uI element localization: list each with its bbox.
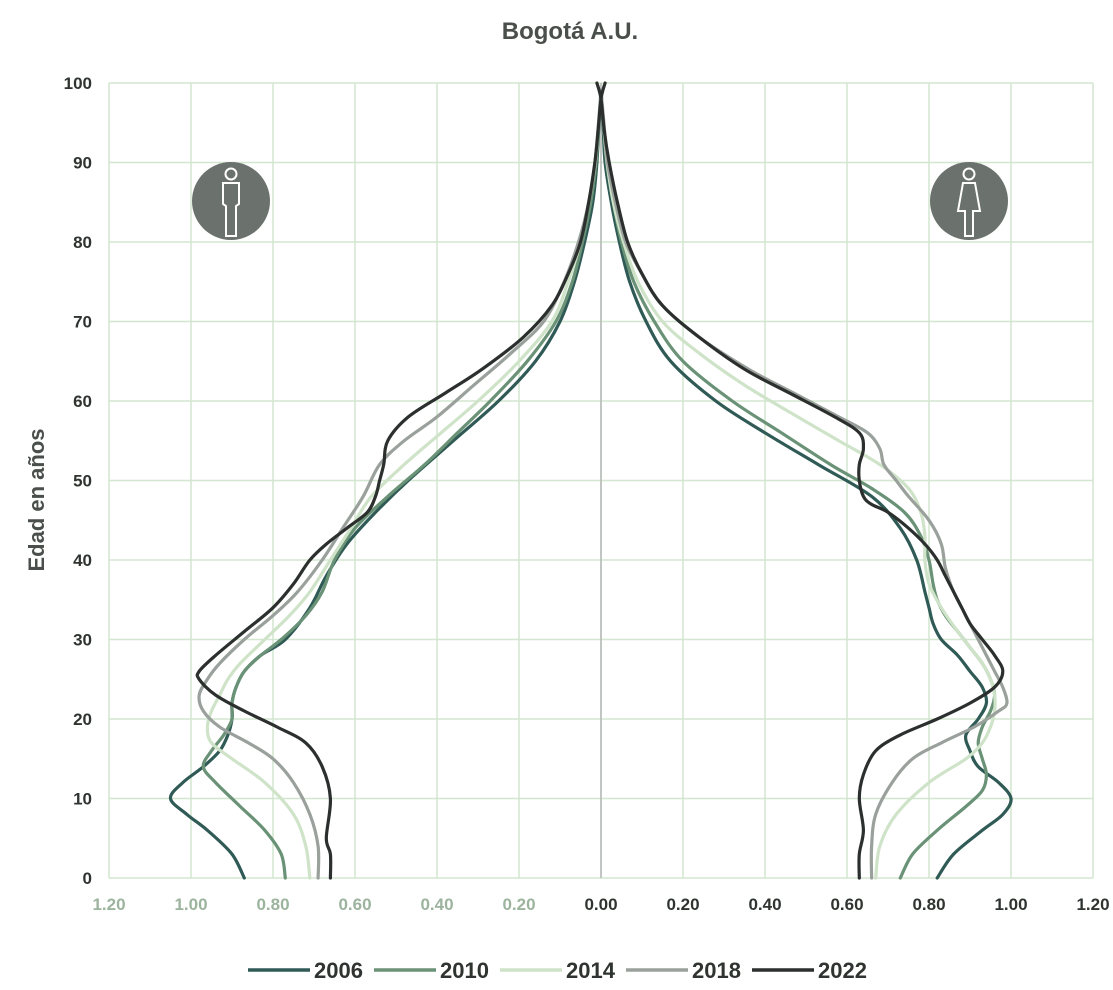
chart-title: Bogotá A.U. [502,18,638,45]
legend-label-2014: 2014 [566,958,616,983]
series-line-2022-female [595,81,1005,880]
x-tick-label: 1.20 [1076,895,1109,914]
x-tick-label: 0.40 [748,895,781,914]
y-tick-label: 30 [73,631,92,650]
male-person-icon [192,162,270,240]
y-tick-label: 90 [73,154,92,173]
legend-label-2022: 2022 [818,958,867,983]
y-tick-label: 100 [64,74,92,93]
y-tick-label: 40 [73,551,92,570]
x-tick-label: 0.20 [502,895,535,914]
x-tick-label: 0.40 [420,895,453,914]
series-line-2022-male [195,81,607,880]
y-tick-label: 50 [73,472,92,491]
x-tick-labels: 1.20 1.00 0.80 0.60 0.40 0.20 0.00 0.20 0.40 0.60… [92,895,1109,914]
y-tick-label: 0 [83,869,92,888]
legend-label-2006: 2006 [314,958,363,983]
y-tick-label: 70 [73,313,92,332]
x-tick-label: 0.60 [338,895,371,914]
x-tick-label: 0.20 [666,895,699,914]
legend-label-2018: 2018 [692,958,741,983]
y-tick-label: 10 [73,790,92,809]
y-tick-label: 80 [73,233,92,252]
y-tick-label: 60 [73,392,92,411]
x-tick-label: 0.00 [584,895,617,914]
series-lines [168,81,1013,880]
x-tick-label: 0.60 [830,895,863,914]
x-tick-label: 0.80 [912,895,945,914]
female-person-icon [930,162,1008,240]
x-tick-label: 1.20 [92,895,125,914]
series-line-2006-female [599,89,1013,880]
legend-label-2010: 2010 [440,958,489,983]
legend: 2006 2010 2014 2018 2022 [248,958,867,983]
y-tick-labels: 0 10 20 30 40 50 60 70 80 90 100 [64,74,92,888]
series-line-2014-female [599,89,997,880]
y-axis-label: Edad en años [24,428,49,571]
x-tick-label: 1.00 [174,895,207,914]
y-tick-label: 20 [73,710,92,729]
x-tick-label: 1.00 [994,895,1027,914]
x-tick-label: 0.80 [256,895,289,914]
series-line-2010-male [201,89,603,880]
